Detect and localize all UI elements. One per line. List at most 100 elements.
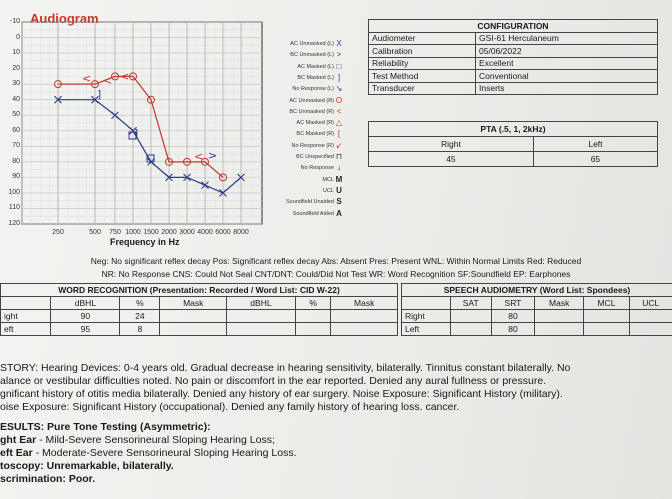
right-bc-mark: <: [194, 150, 203, 163]
table-row: Left 80: [401, 322, 672, 336]
results-heading: ESULTS: Pure Tone Testing (Asymmetric):: [0, 421, 211, 433]
col-header: Mask: [534, 296, 585, 310]
col-header: SAT: [449, 296, 492, 310]
discrimination-finding: Poor.: [65, 473, 96, 485]
word-recognition-table: WORD RECOGNITION (Presentation: Recorded…: [0, 283, 398, 336]
table-cell: 80: [490, 322, 536, 336]
col-header: MCL: [583, 296, 630, 310]
col-header: [0, 296, 52, 310]
table-row: eft 95 8: [0, 322, 398, 336]
legend-symbol-icon: □: [336, 61, 342, 71]
configuration-row: Test Method Conventional: [368, 69, 658, 83]
audiogram-x-label: Frequency in Hz: [110, 237, 180, 247]
right-ac-point: [129, 72, 137, 81]
right-ac-point: [54, 80, 62, 89]
history-line-2: alance or vestibular difficulties noted.…: [0, 375, 547, 387]
legend-label: No Response (R): [291, 142, 335, 149]
table-cell: [159, 322, 227, 336]
table-cell: ight: [0, 309, 52, 323]
speech-audiometry-header: SPEECH AUDIOMETRY (Word List: Spondees): [401, 283, 672, 297]
right-ac-point: [147, 95, 155, 104]
right-bc-mark: <: [82, 72, 91, 85]
config-key: Reliability: [368, 56, 476, 70]
table-cell: 24: [119, 309, 161, 323]
legend-label: No Response: [300, 165, 334, 172]
left-ac-point: [183, 173, 191, 182]
table-cell: [294, 322, 332, 336]
table-cell: 95: [50, 322, 121, 336]
speech-audiometry-table: SPEECH AUDIOMETRY (Word List: Spondees) …: [401, 283, 672, 336]
table-cell: [449, 322, 492, 336]
x-tick-label: 750: [109, 229, 121, 236]
left-bc-masked-mark: ]: [97, 88, 101, 101]
table-cell: Left: [401, 322, 451, 336]
pta-right-label: Right: [368, 136, 534, 152]
table-cell: 90: [50, 309, 121, 323]
config-key: Transducer: [368, 81, 476, 95]
table-cell: Right: [401, 309, 451, 323]
right-ac-point: [91, 80, 99, 89]
left-ac-point: [129, 126, 137, 135]
table-cell: [330, 309, 398, 323]
legend-label: MCL: [322, 176, 334, 183]
configuration-table: CONFIGURATION Audiometer GSI-61 Herculane…: [368, 19, 658, 95]
x-tick-label: 4000: [197, 229, 213, 236]
legend-symbol-icon: A: [336, 208, 342, 218]
pta-left-value: 65: [532, 151, 659, 167]
legend-label: Soundfield Aided: [292, 210, 334, 217]
table-cell: [583, 322, 630, 336]
table-cell: [330, 322, 398, 336]
right-ac-point: [111, 72, 119, 81]
col-header: dBHL: [50, 296, 121, 310]
results-discrimination: scrimination: Poor.: [0, 473, 672, 486]
x-tick-label: 500: [89, 229, 101, 236]
audiogram-chart: < < << >]]: [21, 21, 263, 225]
legend-label: Soundfield Unaided: [285, 199, 334, 206]
y-tick-label: -10: [9, 18, 20, 25]
legend-symbol-icon: [: [337, 129, 341, 139]
right-ac-point: [165, 157, 173, 166]
results-otoscopy: toscopy: Unremarkable, bilaterally.: [0, 460, 672, 473]
y-tick-label: 10: [12, 49, 20, 57]
right-bc-mark: <: [103, 74, 112, 87]
left-ac-masked-mark: [128, 131, 137, 140]
audiogram-plot: < < << >]]: [54, 70, 245, 197]
col-header: SRT: [490, 296, 536, 310]
table-cell: [226, 309, 296, 323]
y-tick-label: 70: [12, 142, 20, 150]
col-header: Mask: [330, 296, 398, 310]
config-value: Inserts: [475, 81, 658, 95]
table-cell: [294, 309, 332, 323]
y-tick-label: 100: [8, 188, 20, 196]
table-cell: eft: [0, 322, 52, 336]
col-header: UCL: [628, 296, 672, 310]
left-ac-point: [201, 181, 209, 190]
history-line-3: gnificant history of otitis media bilate…: [0, 388, 563, 400]
legend-label: AC Unmasked (R): [289, 97, 334, 104]
left-ac-point: [165, 173, 173, 182]
abbreviation-note-1: Neg: No significant reflex decay Pos: Si…: [90, 256, 582, 266]
legend-label: AC Unmasked (L): [290, 41, 334, 47]
right-ear-finding: - Mild-Severe Sensorineural Sloping Hear…: [36, 434, 275, 446]
legend-symbol-icon: ↙: [335, 140, 343, 150]
legend-symbol-icon: ↘: [335, 84, 343, 94]
y-tick-label: 110: [8, 204, 20, 212]
left-bc-mark: >: [208, 149, 217, 162]
legend-label: No Response (L): [292, 86, 334, 93]
config-value: 05/06/2022: [475, 44, 658, 58]
table-row: ight 90 24: [0, 309, 398, 323]
legend-symbol-icon: X: [336, 39, 342, 48]
x-tick-label: 250: [52, 229, 64, 236]
left-ac-point: [219, 189, 227, 197]
config-key: Test Method: [368, 69, 476, 83]
y-tick-label: 50: [12, 111, 20, 119]
left-ear-label: eft Ear: [0, 447, 33, 459]
col-header: Mask: [159, 296, 227, 310]
history-line-4: oise Exposure: Significant History (occu…: [0, 401, 460, 413]
x-tick-label: 6000: [215, 229, 231, 236]
table-cell: [534, 322, 585, 336]
legend-label: BC Unspecified: [296, 154, 334, 160]
y-tick-label: 120: [8, 220, 20, 227]
otoscopy-label: toscopy:: [0, 460, 44, 472]
config-value: GSI-61 Herculaneum: [475, 31, 658, 45]
